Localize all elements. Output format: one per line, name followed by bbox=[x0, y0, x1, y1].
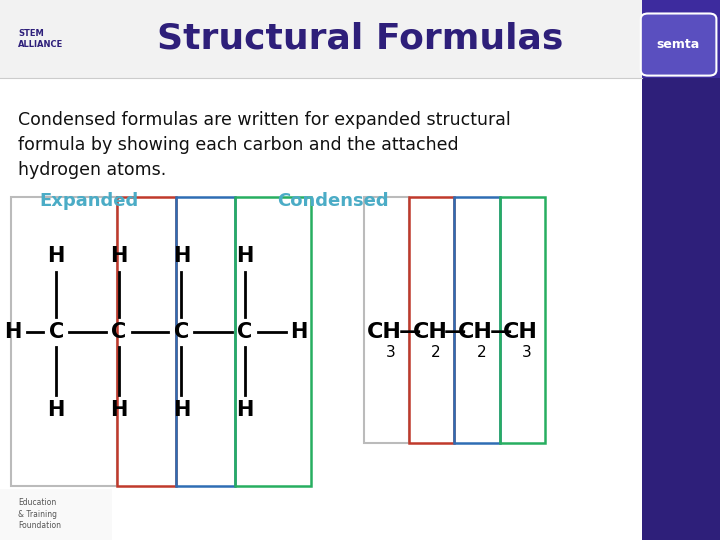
Text: H: H bbox=[236, 400, 253, 421]
Text: Structural Formulas: Structural Formulas bbox=[157, 22, 563, 56]
Text: semta: semta bbox=[657, 38, 700, 51]
Text: C: C bbox=[111, 322, 127, 342]
Text: H: H bbox=[173, 246, 190, 267]
Bar bbox=[409, 197, 454, 443]
Text: Condensed: Condensed bbox=[277, 192, 389, 210]
Text: H: H bbox=[110, 246, 127, 267]
Text: CH: CH bbox=[413, 322, 447, 342]
Text: Condensed formulas are written for expanded structural
formula by showing each c: Condensed formulas are written for expan… bbox=[18, 111, 510, 179]
Bar bbox=[235, 197, 311, 486]
Text: 3: 3 bbox=[522, 345, 532, 360]
Text: C: C bbox=[48, 322, 64, 342]
Text: C: C bbox=[237, 322, 253, 342]
Bar bbox=[0, 489, 112, 540]
Text: H: H bbox=[236, 246, 253, 267]
Text: 2: 2 bbox=[431, 345, 441, 360]
Text: H: H bbox=[48, 400, 65, 421]
Text: 3: 3 bbox=[386, 345, 396, 360]
Text: —: — bbox=[399, 322, 421, 342]
Text: —: — bbox=[490, 322, 512, 342]
Text: 2: 2 bbox=[477, 345, 486, 360]
Text: H: H bbox=[48, 246, 65, 267]
Bar bbox=[0, 0, 112, 78]
Text: STEM
ALLIANCE: STEM ALLIANCE bbox=[18, 29, 63, 49]
Text: Education
& Training
Foundation: Education & Training Foundation bbox=[18, 498, 61, 530]
Text: C: C bbox=[174, 322, 189, 342]
Text: Expanded: Expanded bbox=[40, 192, 139, 210]
Bar bbox=[500, 197, 545, 443]
Text: H: H bbox=[110, 400, 127, 421]
Text: CH: CH bbox=[458, 322, 492, 342]
Bar bbox=[0, 0, 642, 78]
Text: H: H bbox=[173, 400, 190, 421]
Text: CH: CH bbox=[367, 322, 402, 342]
Text: H: H bbox=[290, 322, 307, 342]
FancyBboxPatch shape bbox=[641, 14, 716, 76]
Text: H: H bbox=[4, 322, 22, 342]
Bar bbox=[117, 197, 176, 486]
Text: —: — bbox=[444, 322, 467, 342]
Bar bbox=[11, 197, 117, 486]
Text: CH: CH bbox=[503, 322, 538, 342]
Bar bbox=[364, 197, 409, 443]
Bar bbox=[642, 0, 720, 78]
Bar bbox=[176, 197, 235, 486]
Bar bbox=[454, 197, 500, 443]
Bar bbox=[642, 0, 720, 540]
